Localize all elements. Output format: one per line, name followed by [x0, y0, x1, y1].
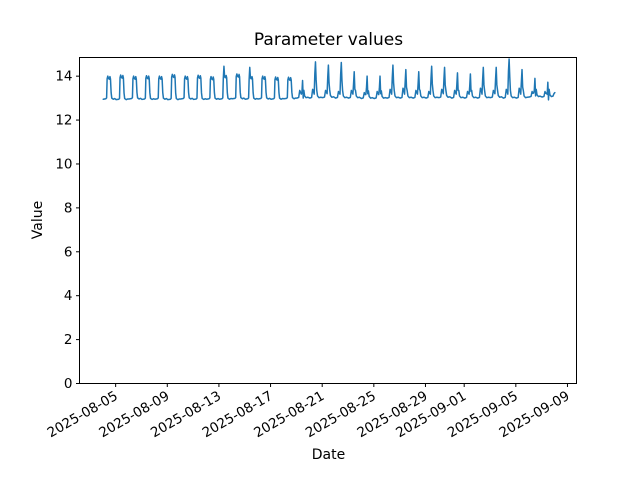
y-tick-label: 12 — [55, 113, 72, 129]
y-tick-label: 0 — [64, 376, 73, 392]
y-tick-label: 14 — [55, 69, 72, 85]
y-tick-label: 8 — [64, 200, 73, 216]
data-line — [102, 58, 556, 101]
y-tick-label: 4 — [64, 288, 73, 304]
y-tick-label: 6 — [64, 244, 73, 260]
y-axis-label: Value — [30, 200, 46, 240]
x-axis-label: Date — [311, 447, 346, 463]
y-tick-label: 2 — [64, 332, 73, 348]
axes-spines — [79, 57, 577, 384]
y-tick-label: 10 — [55, 156, 72, 172]
chart-title: Parameter values — [253, 30, 404, 50]
